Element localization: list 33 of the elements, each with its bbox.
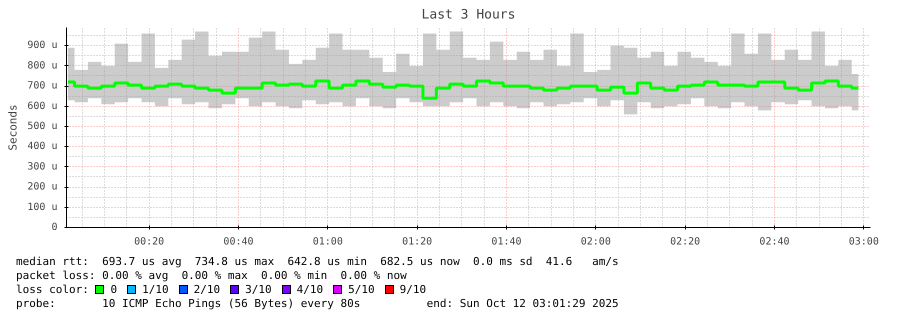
y-tick-label: 900 u (27, 40, 58, 52)
x-tick-label: 03:00 (848, 236, 879, 248)
y-tick-label: 200 u (27, 182, 58, 193)
text: probe: 10 ICMP Echo Pings (56 Bytes) every 80s (16, 297, 360, 310)
y-tick-label: 700 u (27, 80, 58, 92)
legend-label: 4/10 (296, 283, 324, 296)
y-tick-label: 800 u (27, 60, 58, 72)
text: packet loss: 0.00 % avg 0.00 % max 0.00 % min 0.00 % now (16, 269, 407, 282)
y-tick-label: 600 u (27, 100, 58, 112)
legend-label: 2/10 (194, 283, 220, 296)
legend-label: 3/10 (245, 283, 272, 296)
x-tick-label: 00:40 (223, 236, 254, 248)
x-tick-label: 02:00 (580, 236, 611, 248)
x-tick-label: 02:40 (759, 236, 790, 248)
y-tick-label: 0 (51, 222, 58, 233)
text: median rtt: 693.7 us avg 734.8 us max 642.8 us min 682.5 us now 0.0 ms sd 41.6 am/s (16, 255, 619, 268)
legend-label: 5/10 (348, 283, 375, 296)
chart-title: Last 3 Hours (422, 8, 516, 22)
x-tick-label: 01:20 (402, 236, 432, 248)
y-tick-label: 400 u (27, 141, 58, 152)
x-tick-label: 00:20 (134, 236, 164, 248)
y-axis-title: Seconds (6, 104, 20, 151)
x-tick-label: 01:40 (491, 236, 522, 248)
legend-label: 0 (110, 283, 118, 296)
legend-label: 9/10 (400, 283, 426, 296)
text: loss color: (16, 283, 89, 296)
y-tick-label: 100 u (27, 202, 58, 213)
x-tick-label: 02:20 (670, 236, 700, 248)
y-tick-label: 500 u (27, 120, 58, 132)
legend-label: 1/10 (142, 283, 169, 296)
text: end: Sun Oct 12 03:01:29 2025 (426, 297, 619, 310)
x-tick-label: 01:00 (312, 236, 343, 248)
y-tick-label: 300 u (27, 161, 58, 172)
